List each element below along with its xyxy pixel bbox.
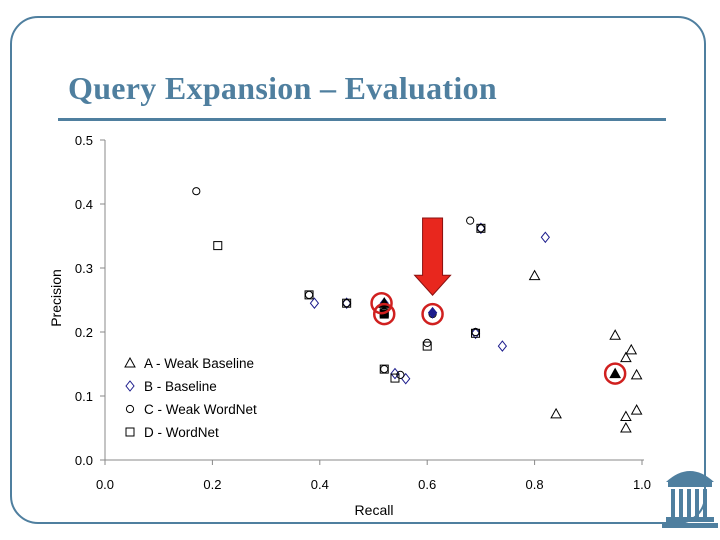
triangle-point-a bbox=[609, 329, 621, 340]
triangle-point-a bbox=[625, 343, 638, 355]
legend-label: C - Weak WordNet bbox=[144, 402, 257, 417]
chart-axes bbox=[104, 140, 644, 461]
x-tick-label: 0.0 bbox=[96, 477, 114, 492]
square-point-d bbox=[390, 373, 400, 383]
legend-marker-circle bbox=[125, 404, 135, 414]
legend-marker-square bbox=[125, 427, 135, 437]
x-tick-label: 0.2 bbox=[203, 477, 221, 492]
filled-point bbox=[427, 306, 438, 319]
triangle-point-a bbox=[528, 269, 541, 281]
slide-title: Query Expansion – Evaluation bbox=[68, 70, 497, 106]
square-point-d bbox=[422, 341, 432, 351]
slide-frame bbox=[10, 16, 706, 524]
filled-point bbox=[609, 367, 621, 379]
circle-point-c bbox=[396, 370, 405, 379]
highlight-circle bbox=[372, 302, 396, 326]
triangle-point-a bbox=[620, 410, 632, 421]
circle-point-c bbox=[380, 365, 389, 374]
triangle-point-a bbox=[630, 368, 643, 380]
square-point-d bbox=[471, 328, 481, 338]
square-point-d bbox=[476, 223, 486, 233]
y-tick-label: 0.4 bbox=[75, 197, 93, 212]
diamond-point-b bbox=[342, 297, 352, 310]
circle-point-c bbox=[423, 338, 432, 347]
triangle-point-a bbox=[620, 351, 632, 363]
y-axis-label: Precision bbox=[48, 269, 64, 327]
square-point-d bbox=[213, 241, 223, 251]
y-tick-label: 0.0 bbox=[75, 453, 93, 468]
circle-point-c bbox=[304, 290, 314, 299]
chart-marks bbox=[192, 187, 643, 433]
highlight-circle bbox=[421, 302, 444, 326]
square-point-d bbox=[379, 364, 389, 374]
highlight-circle bbox=[370, 291, 393, 315]
legend-label: B - Baseline bbox=[144, 379, 217, 394]
old-well-icon bbox=[662, 471, 718, 528]
diamond-point-b bbox=[476, 222, 486, 235]
legend-label: D - WordNet bbox=[144, 425, 219, 440]
triangle-point-a bbox=[630, 404, 643, 415]
title-rule bbox=[58, 118, 666, 121]
circle-point-c bbox=[342, 299, 351, 308]
legend-marker-triangle bbox=[124, 356, 136, 368]
y-tick-label: 0.1 bbox=[75, 389, 93, 404]
circle-point-c bbox=[466, 216, 475, 225]
triangle-point-a bbox=[620, 421, 632, 433]
y-tick-label: 0.5 bbox=[75, 133, 93, 148]
square-point-d bbox=[304, 290, 314, 300]
chart-highlights bbox=[370, 217, 627, 385]
x-tick-label: 0.4 bbox=[311, 477, 329, 492]
legend-marker-diamond bbox=[125, 380, 135, 392]
x-tick-label: 0.8 bbox=[526, 477, 544, 492]
circle-point-c bbox=[192, 187, 201, 196]
diamond-point-b bbox=[470, 327, 481, 340]
x-tick-label: 1.0 bbox=[633, 477, 651, 492]
y-tick-label: 0.3 bbox=[75, 261, 93, 276]
diamond-point-b bbox=[540, 231, 550, 244]
legend-label: A - Weak Baseline bbox=[144, 356, 254, 371]
diamond-point-b bbox=[401, 372, 411, 385]
square-point-d bbox=[342, 298, 352, 308]
chart-ticks: 0.0 0.2 0.4 0.6 0.8 1.0 0.0 0.1 0.2 0.3 0.4 0.5 bbox=[75, 133, 651, 492]
x-axis-label: Recall bbox=[355, 502, 394, 518]
highlight-circle bbox=[603, 362, 627, 385]
chart-legend: A - Weak Baseline B - Baseline C - Weak Wo… bbox=[124, 356, 257, 440]
y-tick-label: 0.2 bbox=[75, 325, 93, 340]
triangle-point-a bbox=[550, 407, 562, 419]
x-tick-label: 0.6 bbox=[418, 477, 436, 492]
diamond-point-b bbox=[309, 297, 320, 310]
circle-point-c bbox=[476, 224, 485, 233]
red-arrow bbox=[413, 217, 452, 296]
diamond-point-b bbox=[497, 340, 508, 352]
